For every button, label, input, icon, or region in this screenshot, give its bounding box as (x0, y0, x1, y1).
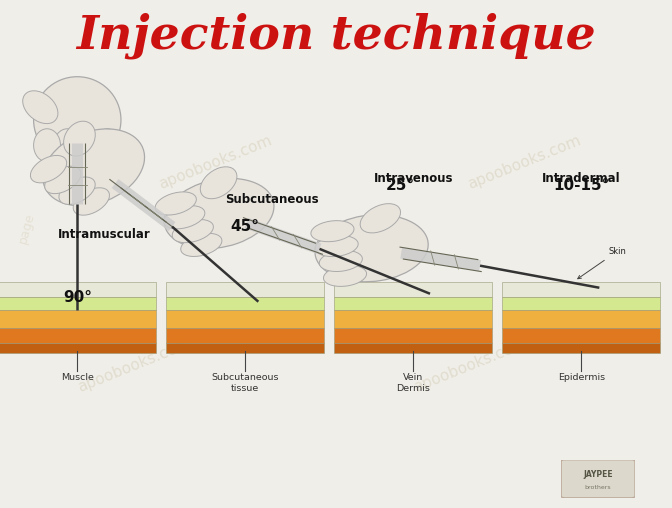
FancyBboxPatch shape (561, 460, 635, 498)
Text: Subcutaneous
tissue: Subcutaneous tissue (212, 373, 279, 393)
Ellipse shape (23, 91, 58, 123)
Ellipse shape (315, 215, 428, 282)
Ellipse shape (44, 166, 81, 194)
Ellipse shape (319, 250, 362, 271)
Ellipse shape (164, 206, 205, 229)
Ellipse shape (43, 129, 144, 206)
Ellipse shape (74, 129, 101, 162)
Text: apoobooks.com: apoobooks.com (411, 336, 530, 395)
Ellipse shape (34, 129, 60, 162)
Bar (334, 310, 492, 328)
Text: apoobooks.com: apoobooks.com (156, 133, 274, 192)
Ellipse shape (311, 220, 354, 242)
Ellipse shape (54, 129, 81, 162)
Text: 25°: 25° (385, 178, 415, 193)
Text: Intradermal: Intradermal (542, 172, 621, 185)
Ellipse shape (323, 265, 366, 287)
Ellipse shape (59, 177, 95, 204)
Text: Vein
Dermis: Vein Dermis (396, 373, 430, 393)
Text: Intramuscular: Intramuscular (58, 228, 151, 241)
Ellipse shape (34, 77, 121, 163)
Ellipse shape (172, 219, 214, 243)
Bar (166, 282, 324, 297)
Bar (503, 343, 660, 353)
Bar (166, 343, 324, 353)
Ellipse shape (164, 178, 274, 248)
Text: 10-15°: 10-15° (553, 178, 610, 193)
Ellipse shape (64, 121, 95, 156)
Text: page: page (17, 212, 37, 245)
Ellipse shape (155, 192, 196, 215)
Ellipse shape (181, 233, 222, 257)
Bar (166, 310, 324, 328)
Text: 45°: 45° (230, 218, 260, 234)
Bar (0, 282, 156, 297)
Ellipse shape (73, 188, 110, 215)
Bar (503, 282, 660, 297)
Ellipse shape (200, 167, 237, 199)
Text: Intravenous: Intravenous (374, 172, 453, 185)
Bar (334, 343, 492, 353)
Bar (503, 310, 660, 328)
Bar (503, 297, 660, 310)
Ellipse shape (315, 236, 358, 257)
Text: Injection technique: Injection technique (76, 13, 596, 59)
Bar (0, 297, 156, 310)
Text: apoobooks.com: apoobooks.com (465, 133, 583, 192)
Bar (166, 297, 324, 310)
Text: Epidermis: Epidermis (558, 373, 605, 383)
Text: Subcutaneous: Subcutaneous (225, 193, 319, 206)
Text: Skin: Skin (578, 247, 626, 279)
Text: brothers: brothers (585, 485, 612, 490)
Text: page: page (353, 212, 373, 245)
Bar (0, 343, 156, 353)
Bar (334, 328, 492, 343)
Bar (0, 328, 156, 343)
Bar (503, 328, 660, 343)
Bar (334, 297, 492, 310)
Text: Muscle: Muscle (61, 373, 93, 383)
Text: JAYPEE: JAYPEE (583, 470, 613, 479)
Text: 90°: 90° (62, 290, 92, 305)
Bar (166, 328, 324, 343)
Text: apoobooks.com: apoobooks.com (75, 336, 194, 395)
Bar (334, 282, 492, 297)
Ellipse shape (30, 155, 67, 183)
Ellipse shape (360, 204, 401, 233)
Ellipse shape (94, 129, 121, 162)
Bar (0, 310, 156, 328)
